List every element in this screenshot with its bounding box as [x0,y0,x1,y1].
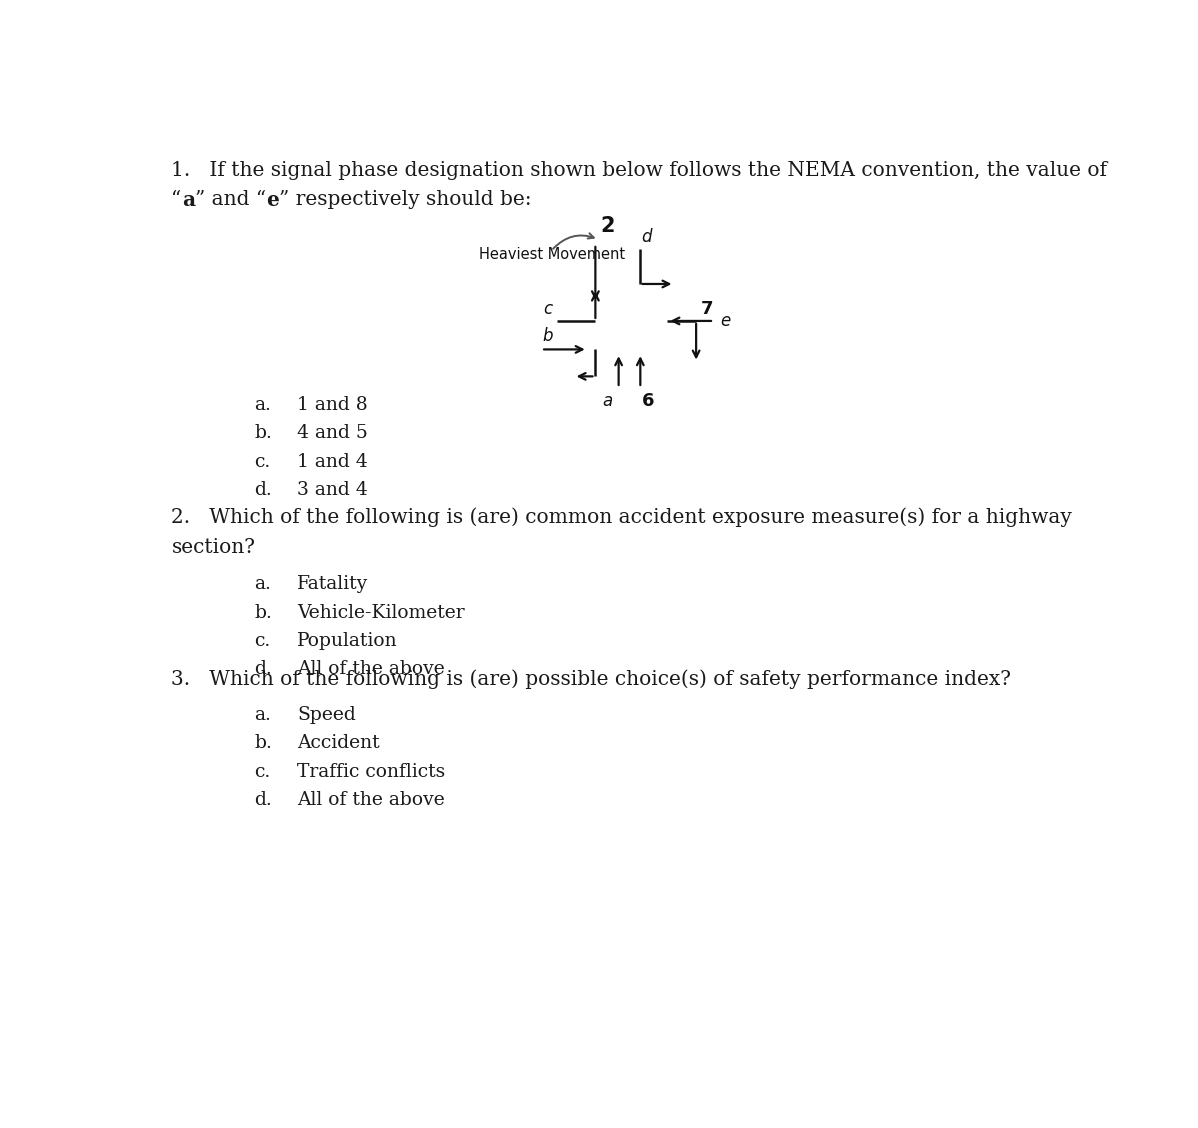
Text: a.: a. [254,575,271,593]
Text: d.: d. [254,792,272,810]
Text: 6: 6 [642,391,654,409]
Text: a.: a. [254,396,271,414]
Text: b.: b. [254,734,272,752]
Text: c.: c. [254,452,271,470]
Text: 1 and 4: 1 and 4 [297,452,368,470]
Text: e: e [720,312,731,329]
Text: ” respectively should be:: ” respectively should be: [279,190,532,209]
Text: Vehicle-Kilometer: Vehicle-Kilometer [297,603,465,622]
Text: d.: d. [254,481,272,499]
Text: section?: section? [171,538,255,557]
Text: 3.   Which of the following is (are) possible choice(s) of safety performance in: 3. Which of the following is (are) possi… [171,669,1011,688]
Text: 1 and 8: 1 and 8 [297,396,368,414]
Text: d: d [641,228,652,246]
Text: a: a [603,391,612,409]
Text: Traffic conflicts: Traffic conflicts [297,763,446,781]
Text: All of the above: All of the above [297,792,444,810]
Text: 2: 2 [600,217,615,236]
Text: b.: b. [254,424,272,442]
Text: c.: c. [254,632,271,650]
Text: Heaviest Movement: Heaviest Movement [479,247,625,262]
Text: ” and “: ” and “ [195,190,266,209]
Text: 7: 7 [701,300,713,318]
Text: a: a [182,190,195,210]
Text: a.: a. [254,706,271,724]
Text: d.: d. [254,661,272,679]
Text: b: b [543,327,553,345]
Text: Speed: Speed [297,706,356,724]
Text: 3 and 4: 3 and 4 [297,481,368,499]
Text: b.: b. [254,603,272,622]
Text: Accident: Accident [297,734,380,752]
Text: Fatality: Fatality [297,575,368,593]
Text: e: e [266,190,279,210]
Text: “: “ [171,190,182,209]
Text: c: c [543,300,552,318]
Text: 4 and 5: 4 and 5 [297,424,368,442]
Text: 2.   Which of the following is (are) common accident exposure measure(s) for a h: 2. Which of the following is (are) commo… [171,508,1072,527]
Text: c.: c. [254,763,271,781]
Text: Population: Population [297,632,398,650]
Text: 1.   If the signal phase designation shown below follows the NEMA convention, th: 1. If the signal phase designation shown… [171,161,1107,179]
Text: All of the above: All of the above [297,661,444,679]
